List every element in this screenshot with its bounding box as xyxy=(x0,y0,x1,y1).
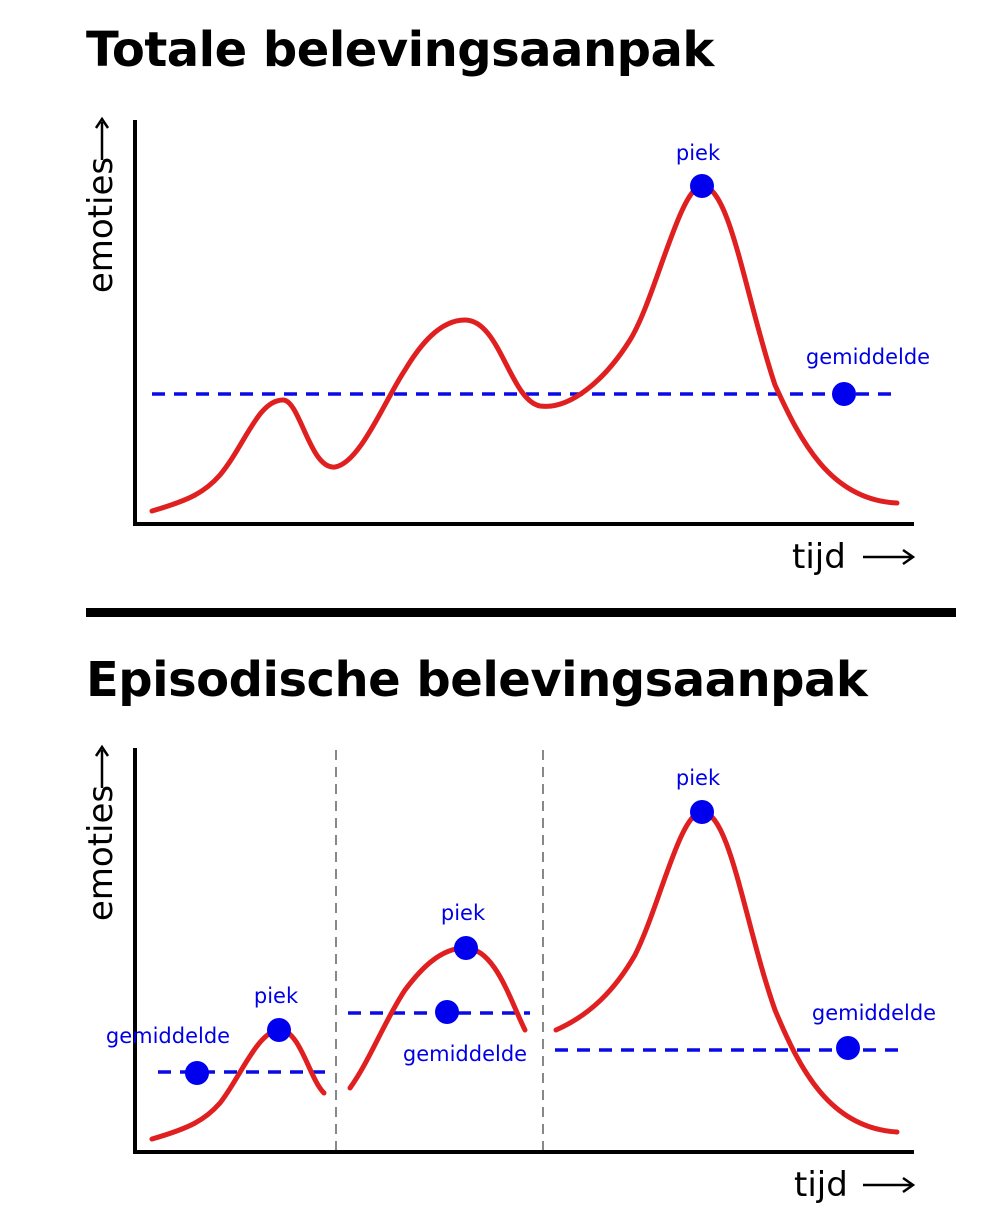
top-peak-marker xyxy=(690,174,714,198)
bottom-axes xyxy=(133,748,914,1154)
episode-3-average-label: gemiddelde xyxy=(812,1001,936,1025)
top-peak-label: piek xyxy=(676,141,721,165)
top-average-marker xyxy=(832,382,856,406)
episode-1-emotion-curve xyxy=(149,1027,327,1142)
bottom-y-arrow-icon xyxy=(94,744,110,788)
bottom-y-axis-label: emoties xyxy=(81,785,121,921)
bottom-x-axis-label: tijd xyxy=(794,1165,848,1205)
top-x-axis-label: tijd xyxy=(792,537,846,577)
section-divider xyxy=(86,608,956,617)
top-emotion-curve xyxy=(149,183,900,514)
episode-3-peak-marker xyxy=(690,800,714,824)
episode-1-average-label: gemiddelde xyxy=(106,1024,230,1048)
episode-2-average-label: gemiddelde xyxy=(403,1042,527,1066)
top-y-arrow-icon xyxy=(94,116,110,160)
episode-1-peak-marker xyxy=(267,1018,291,1042)
episode-2-peak-label: piek xyxy=(441,901,486,925)
bottom-diagram-title: Episodische belevingsaanpak xyxy=(86,652,868,708)
episode-2-emotion-curve xyxy=(347,945,528,1091)
episode-3-emotion-curve xyxy=(553,809,900,1135)
episode-1-average-marker xyxy=(185,1061,209,1085)
episode-1-peak-label: piek xyxy=(254,984,299,1008)
episode-3-peak-label: piek xyxy=(676,766,721,790)
episode-2-average-marker xyxy=(435,1000,459,1024)
top-axes xyxy=(133,120,914,526)
bottom-x-arrow-icon xyxy=(863,1176,916,1194)
episode-3-average-marker xyxy=(836,1036,860,1060)
episode-2-peak-marker xyxy=(454,936,478,960)
top-y-axis-label: emoties xyxy=(81,157,121,293)
top-diagram-title: Totale belevingsaanpak xyxy=(86,22,714,78)
total-experience-diagram: emoties tijd piek gemiddelde xyxy=(81,116,930,577)
top-x-arrow-icon xyxy=(863,548,916,566)
top-average-label: gemiddelde xyxy=(806,345,930,369)
